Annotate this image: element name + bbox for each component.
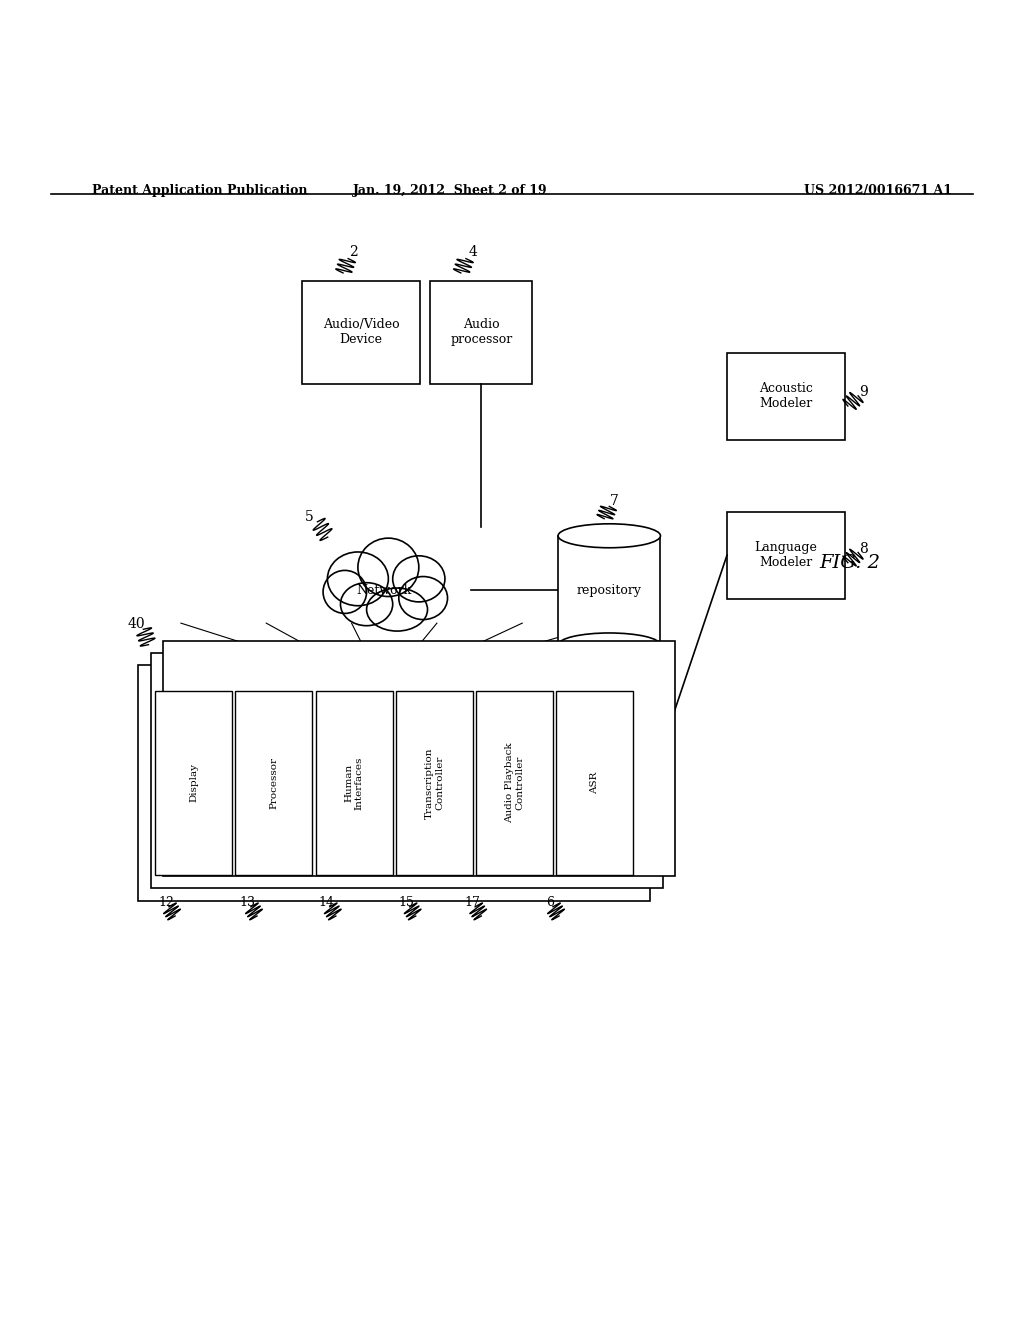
Ellipse shape <box>398 577 447 619</box>
FancyBboxPatch shape <box>156 690 232 875</box>
Text: Transcription
Controller: Transcription Controller <box>425 747 444 818</box>
Text: 4: 4 <box>469 246 477 260</box>
Ellipse shape <box>328 552 388 606</box>
Text: Human
Interfaces: Human Interfaces <box>344 756 364 809</box>
Text: 17: 17 <box>464 896 480 909</box>
Text: 8: 8 <box>859 543 867 557</box>
Ellipse shape <box>558 634 660 657</box>
Text: Audio Playback
Controller: Audio Playback Controller <box>505 743 524 824</box>
Text: 6: 6 <box>546 896 554 909</box>
Text: FIG. 2: FIG. 2 <box>819 553 881 572</box>
Text: 40: 40 <box>127 618 145 631</box>
Text: 14: 14 <box>318 896 335 909</box>
Text: ASR: ASR <box>590 772 599 795</box>
Ellipse shape <box>324 570 367 614</box>
FancyBboxPatch shape <box>727 352 845 440</box>
FancyBboxPatch shape <box>727 512 845 598</box>
FancyBboxPatch shape <box>476 690 553 875</box>
Text: 5: 5 <box>305 510 313 524</box>
Text: Display: Display <box>189 763 199 803</box>
Text: 15: 15 <box>398 896 415 909</box>
FancyBboxPatch shape <box>556 690 633 875</box>
Text: Language
Modeler: Language Modeler <box>755 541 817 569</box>
Text: Network: Network <box>356 583 412 597</box>
FancyBboxPatch shape <box>302 281 420 384</box>
FancyBboxPatch shape <box>236 690 312 875</box>
Text: Processor: Processor <box>269 756 279 809</box>
FancyBboxPatch shape <box>395 690 473 875</box>
Text: Audio/Video
Device: Audio/Video Device <box>323 318 399 346</box>
Ellipse shape <box>393 556 445 602</box>
FancyBboxPatch shape <box>163 640 675 876</box>
FancyBboxPatch shape <box>315 690 392 875</box>
FancyBboxPatch shape <box>430 281 532 384</box>
Ellipse shape <box>357 539 419 597</box>
Text: Patent Application Publication: Patent Application Publication <box>92 183 307 197</box>
Text: 2: 2 <box>349 246 357 260</box>
Text: repository: repository <box>577 583 642 597</box>
Text: 13: 13 <box>240 896 256 909</box>
Text: Jan. 19, 2012  Sheet 2 of 19: Jan. 19, 2012 Sheet 2 of 19 <box>353 183 548 197</box>
Ellipse shape <box>367 589 428 631</box>
Text: Audio
processor: Audio processor <box>451 318 512 346</box>
Bar <box>558 536 660 645</box>
FancyBboxPatch shape <box>151 653 663 888</box>
Ellipse shape <box>340 582 393 626</box>
Text: US 2012/0016671 A1: US 2012/0016671 A1 <box>804 183 952 197</box>
Text: Acoustic
Modeler: Acoustic Modeler <box>759 383 813 411</box>
Text: 12: 12 <box>158 896 174 909</box>
Text: 9: 9 <box>859 384 867 399</box>
FancyBboxPatch shape <box>138 665 650 900</box>
Text: 7: 7 <box>610 494 618 508</box>
Ellipse shape <box>558 524 660 548</box>
